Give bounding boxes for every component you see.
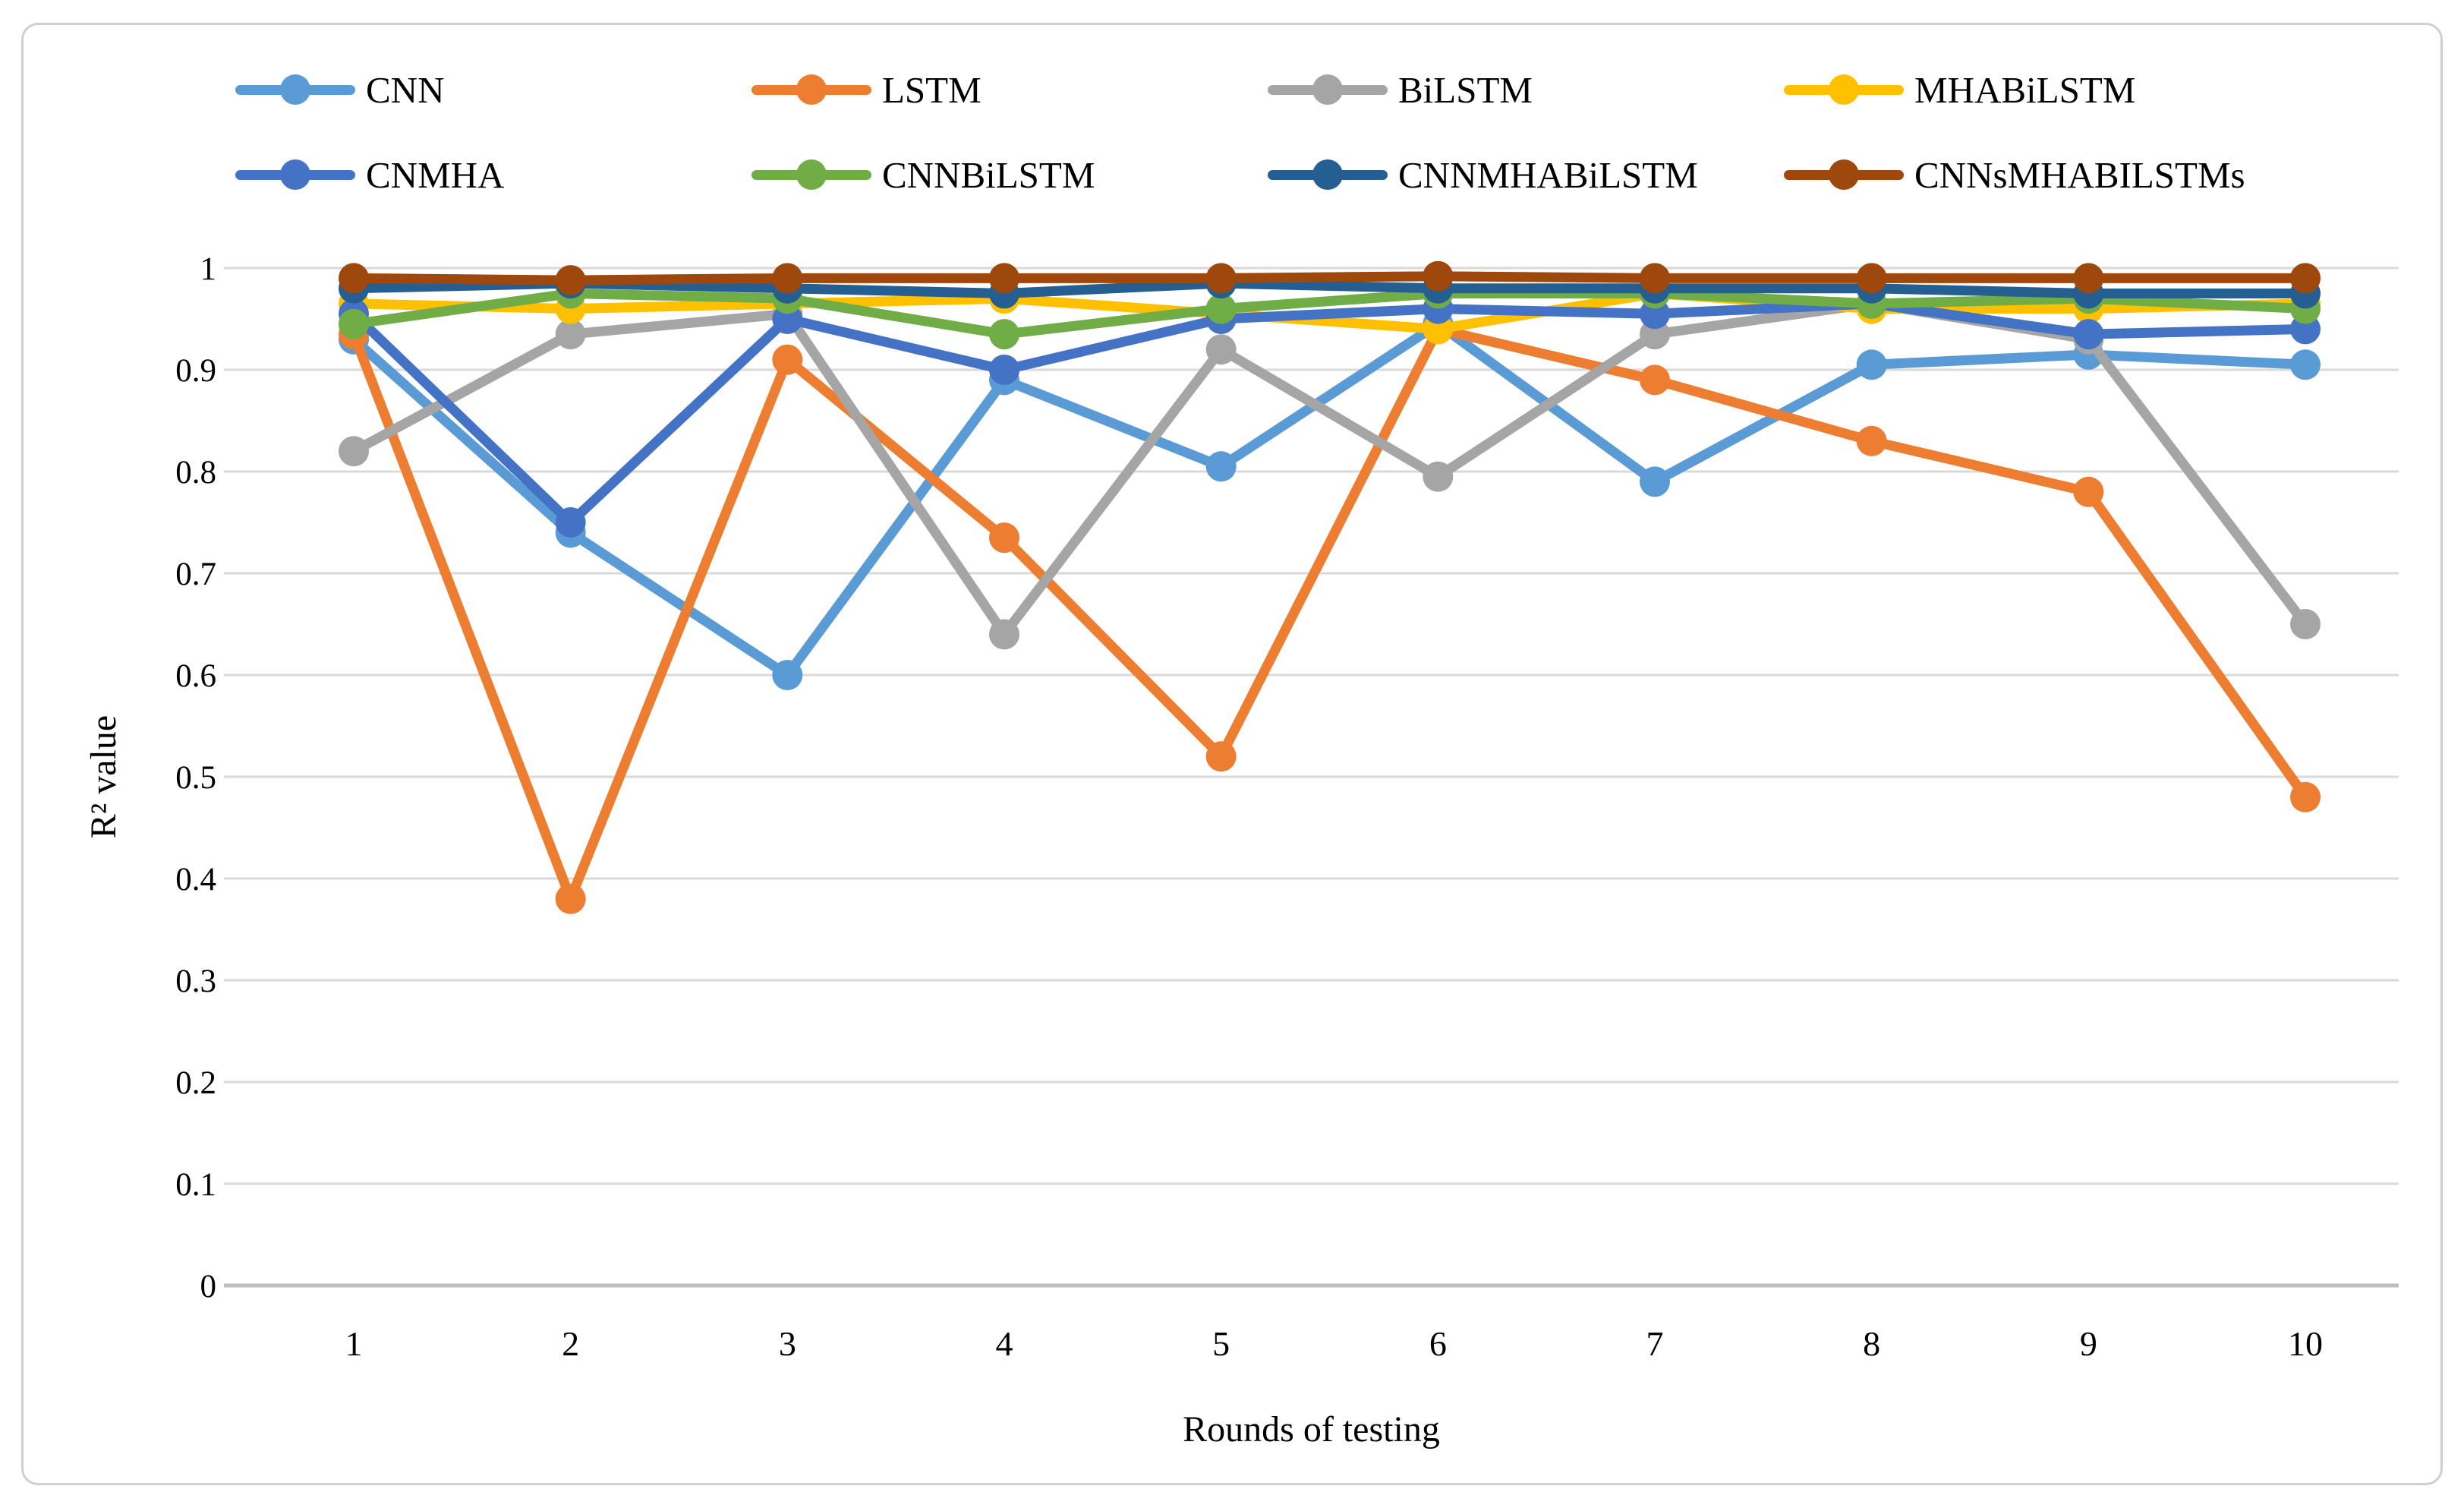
series-marker-CNMHA <box>2073 319 2104 350</box>
x-tick-label: 1 <box>345 1324 363 1363</box>
series-marker-CNMHA <box>555 507 586 538</box>
legend-item-BiLSTM: BiLSTM <box>1268 71 1784 109</box>
x-tick-label: 3 <box>779 1324 796 1363</box>
x-tick-label: 4 <box>996 1324 1013 1363</box>
series-marker-LSTM <box>1640 364 1670 396</box>
series-marker-BiLSTM <box>2290 609 2321 639</box>
legend-marker-icon <box>1784 159 1904 190</box>
series-marker-CNNsMHABILSTMs <box>1640 263 1670 294</box>
series-marker-CNNBiLSTM <box>1205 293 1237 324</box>
y-tick-label: 1 <box>200 251 217 287</box>
legend-marker-icon <box>751 159 871 190</box>
series-marker-CNNsMHABILSTMs <box>1423 260 1454 292</box>
legend-marker-icon <box>1784 74 1904 105</box>
series-line-MHABiLSTM <box>348 289 2311 334</box>
x-axis-title: Rounds of testing <box>1183 1409 1440 1450</box>
chart-legend: CNN LSTM BiLSTM MHABiLSTM CNMHA CNNBiLSTM CNNM… <box>235 47 2315 217</box>
series-line-CNNBiLSTM <box>348 289 2311 339</box>
series-marker-LSTM <box>555 883 586 914</box>
x-tick-label: 9 <box>2080 1324 2097 1363</box>
series-marker-CNNBiLSTM <box>339 308 369 339</box>
y-tick-label: 0.6 <box>175 658 216 694</box>
series-marker-CNNsMHABILSTMs <box>2290 263 2321 294</box>
series-marker-CNN <box>1640 466 1670 497</box>
series-line-CNMHA <box>348 298 2311 528</box>
series-marker-CNN <box>772 660 803 690</box>
y-tick-label: 0 <box>200 1269 217 1305</box>
legend-label: MHABiLSTM <box>1914 68 2136 111</box>
legend-label: LSTM <box>882 68 982 111</box>
series-marker-CNN <box>2290 349 2321 380</box>
legend-item-CNMHA: CNMHA <box>235 156 751 194</box>
y-tick-label: 0.8 <box>175 455 216 491</box>
series-marker-BiLSTM <box>1423 461 1454 492</box>
series-marker-CNN <box>1205 451 1237 482</box>
legend-marker-icon <box>1268 159 1388 190</box>
legend-marker-icon <box>1268 74 1388 105</box>
legend-label: CNMHA <box>366 153 505 196</box>
x-tick-label: 2 <box>562 1324 579 1363</box>
legend-marker-icon <box>751 74 871 105</box>
series-marker-BiLSTM <box>989 619 1019 650</box>
series-marker-CNNsMHABILSTMs <box>772 263 803 294</box>
series-marker-CNNBiLSTM <box>989 319 1019 350</box>
legend-marker-icon <box>235 74 355 105</box>
legend-item-CNNBiLSTM: CNNBiLSTM <box>751 156 1268 194</box>
series-marker-CNNsMHABILSTMs <box>339 263 369 294</box>
series-marker-BiLSTM <box>555 319 586 350</box>
y-tick-label: 0.5 <box>175 760 216 796</box>
legend-label: CNNMHABiLSTM <box>1398 153 1698 196</box>
x-tick-label: 7 <box>1646 1324 1664 1363</box>
series-marker-CNNsMHABILSTMs <box>2073 263 2104 294</box>
series-marker-LSTM <box>772 344 803 375</box>
y-tick-label: 0.7 <box>175 557 216 592</box>
series-marker-CNNsMHABILSTMs <box>1856 263 1887 294</box>
x-tick-label: 10 <box>2288 1324 2323 1363</box>
series-marker-LSTM <box>2290 781 2321 812</box>
series-line-CNN <box>348 319 2311 680</box>
series-marker-CNNsMHABILSTMs <box>555 265 586 296</box>
x-tick-label: 8 <box>1863 1324 1880 1363</box>
legend-item-CNNMHABiLSTM: CNNMHABiLSTM <box>1268 156 1784 194</box>
series-line-CNNMHABiLSTM <box>348 278 2311 298</box>
legend-item-CNN: CNN <box>235 71 751 109</box>
series-marker-LSTM <box>989 522 1019 554</box>
x-tick-label: 6 <box>1429 1324 1447 1363</box>
series-marker-CNMHA <box>989 355 1019 385</box>
series-marker-LSTM <box>2073 476 2104 507</box>
y-tick-label: 0.2 <box>175 1065 216 1101</box>
y-tick-label: 0.9 <box>175 353 216 389</box>
series-marker-BiLSTM <box>339 436 369 467</box>
y-tick-label: 0.1 <box>175 1167 216 1203</box>
legend-item-CNNsMHABILSTMs: CNNsMHABILSTMs <box>1784 156 2315 194</box>
series-marker-CNN <box>1856 349 1887 380</box>
legend-item-MHABiLSTM: MHABiLSTM <box>1784 71 2315 109</box>
series-line-CNNsMHABILSTMs <box>348 271 2311 286</box>
legend-label: CNN <box>366 68 445 111</box>
series-marker-CNNsMHABILSTMs <box>989 263 1019 294</box>
legend-label: BiLSTM <box>1398 68 1533 111</box>
legend-marker-icon <box>235 159 355 190</box>
legend-item-LSTM: LSTM <box>751 71 1268 109</box>
series-line-LSTM <box>348 323 2311 904</box>
series-marker-BiLSTM <box>1205 334 1237 365</box>
y-tick-label: 0.3 <box>175 964 216 999</box>
series-marker-LSTM <box>1856 425 1887 456</box>
series-marker-CNNsMHABILSTMs <box>1205 263 1237 294</box>
legend-label: CNNBiLSTM <box>882 153 1095 196</box>
series-marker-LSTM <box>1205 741 1237 772</box>
legend-label: CNNsMHABILSTMs <box>1914 153 2245 196</box>
y-axis-title: R² value <box>83 715 124 838</box>
y-tick-label: 0.4 <box>175 862 216 898</box>
x-tick-label: 5 <box>1212 1324 1230 1363</box>
